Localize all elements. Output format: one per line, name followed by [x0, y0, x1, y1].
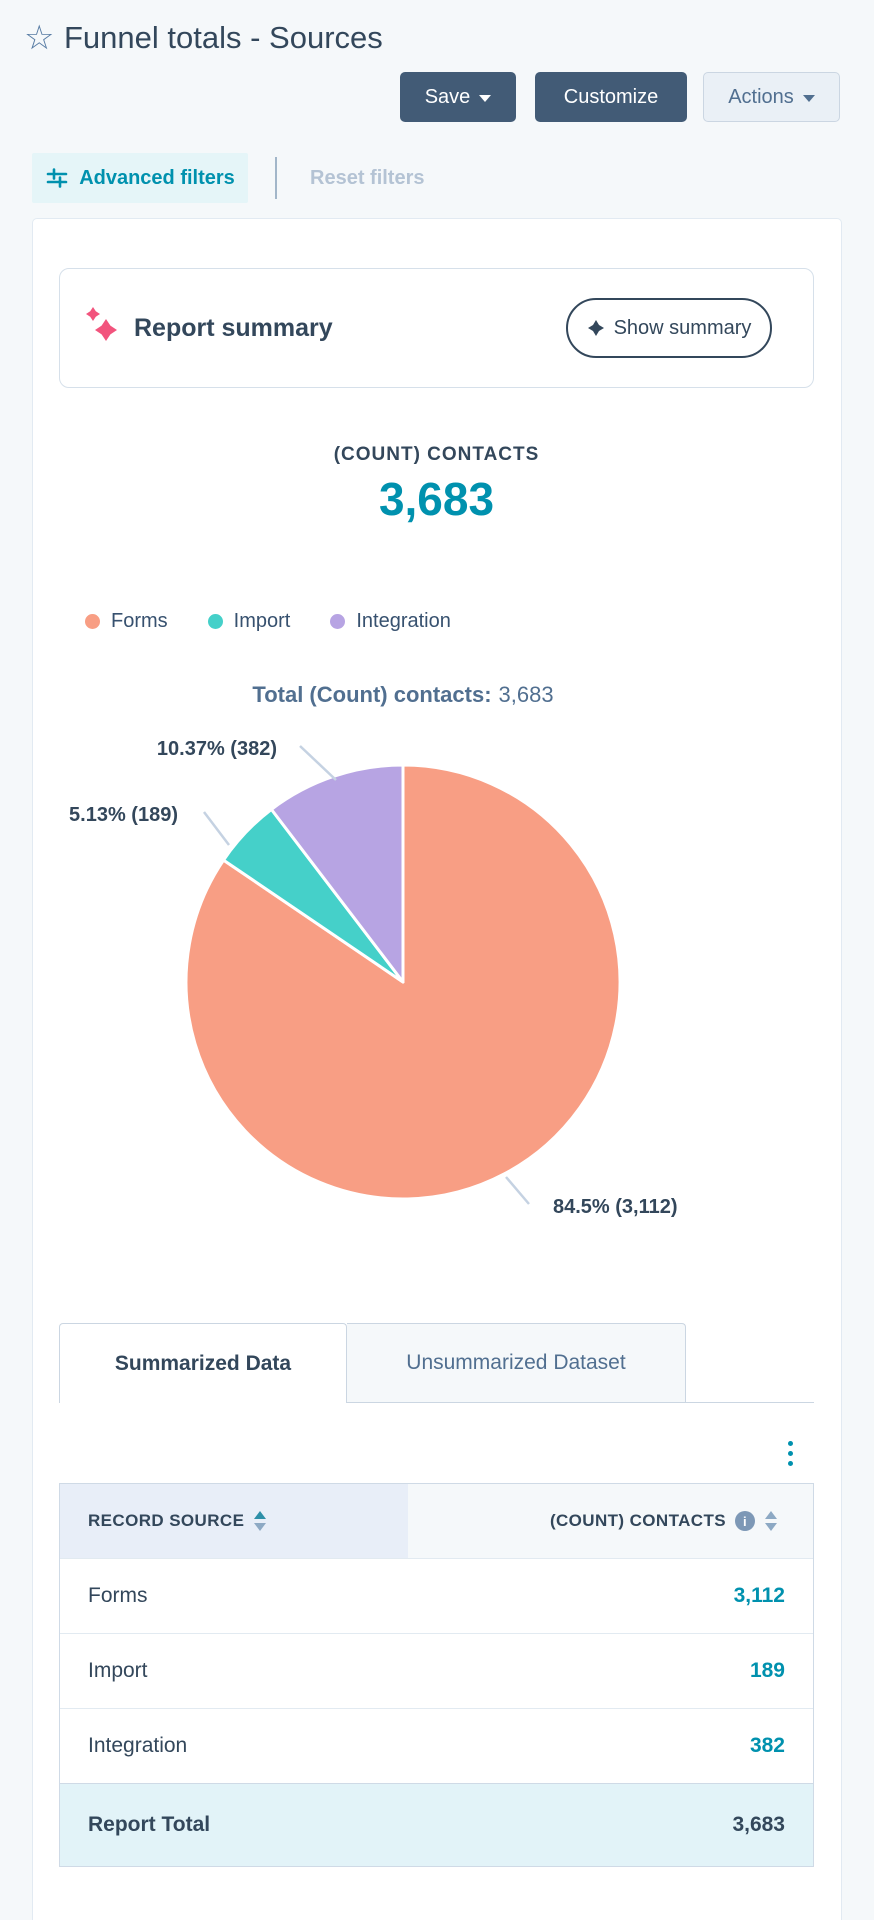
- metric-label: (COUNT) CONTACTS: [333, 444, 540, 465]
- pie-label-integration: 10.37% (382): [156, 738, 277, 760]
- row-count-value[interactable]: 3,112: [733, 1584, 785, 1607]
- row-source-label: Import: [88, 1659, 148, 1682]
- customize-button-label: Customize: [563, 85, 659, 108]
- sort-arrows-icon[interactable]: [254, 1511, 267, 1531]
- info-icon[interactable]: i: [735, 1511, 755, 1531]
- column-header-count-contacts[interactable]: (COUNT) CONTACTS i: [408, 1484, 813, 1558]
- customize-button[interactable]: Customize: [535, 72, 687, 122]
- table-header-row: RECORD SOURCE (COUNT) CONTACTS i: [60, 1484, 813, 1558]
- actions-button-label: Actions: [728, 85, 794, 108]
- row-source-label: Forms: [88, 1584, 148, 1607]
- tab-summarized-data-label: Summarized Data: [114, 1351, 292, 1375]
- sparkle-icon: [587, 320, 604, 336]
- column-header-record-source[interactable]: RECORD SOURCE: [60, 1484, 408, 1558]
- pie-chart-title: Total (Count) contacts: 3,683: [59, 682, 747, 708]
- filter-sliders-icon: [46, 168, 68, 188]
- row-count-value[interactable]: 189: [749, 1659, 785, 1682]
- legend-item-integration[interactable]: Integration: [330, 610, 451, 633]
- pie-label-import: 5.13% (189): [69, 804, 178, 826]
- chevron-down-icon: [479, 94, 492, 102]
- legend-label-forms: Forms: [111, 610, 168, 632]
- favorite-star-icon[interactable]: ☆: [24, 19, 55, 57]
- advanced-filters-label: Advanced filters: [79, 166, 235, 189]
- legend-dot-integration: [330, 614, 346, 629]
- save-button-label: Save: [424, 85, 471, 108]
- legend-label-import: Import: [233, 610, 291, 632]
- row-count-value[interactable]: 382: [749, 1734, 785, 1757]
- legend-dot-forms: [85, 614, 100, 629]
- total-row-value: 3,683: [732, 1813, 785, 1836]
- kebab-dot: [787, 1460, 793, 1466]
- page-title: Funnel totals - Sources: [64, 20, 383, 55]
- metric-value: 3,683: [378, 473, 495, 525]
- kebab-dot: [787, 1440, 793, 1446]
- summarized-data-table: RECORD SOURCE (COUNT) CONTACTS i Forms 3…: [59, 1483, 814, 1867]
- tab-unsummarized-dataset[interactable]: Unsummarized Dataset: [347, 1323, 686, 1402]
- ai-sparkles-icon: [86, 307, 117, 341]
- advanced-filters-button[interactable]: Advanced filters: [32, 153, 248, 203]
- divider: [275, 157, 277, 199]
- kebab-dot: [787, 1450, 793, 1456]
- column-header-count-contacts-label: (COUNT) CONTACTS: [549, 1511, 726, 1530]
- chart-legend: Forms Import Integration: [85, 610, 451, 633]
- table-options-kebab-menu[interactable]: [778, 1436, 802, 1470]
- show-summary-button[interactable]: Show summary: [566, 298, 772, 358]
- sort-arrows-icon[interactable]: [765, 1511, 777, 1531]
- show-summary-label: Show summary: [613, 316, 752, 339]
- column-header-record-source-label: RECORD SOURCE: [88, 1511, 245, 1530]
- reset-filters-label: Reset filters: [310, 166, 425, 189]
- table-row-report-total: Report Total 3,683: [60, 1783, 813, 1866]
- pie-chart-title-value: 3,683: [498, 682, 554, 707]
- report-summary-title: Report summary: [134, 313, 333, 342]
- chevron-down-icon: [802, 94, 815, 102]
- pie-label-forms: 84.5% (3,112): [553, 1196, 678, 1218]
- legend-dot-import: [207, 614, 223, 629]
- sort-desc-icon: [765, 1523, 777, 1531]
- table-row-import: Import 189: [60, 1633, 813, 1708]
- actions-button[interactable]: Actions: [703, 72, 840, 122]
- tab-summarized-data[interactable]: Summarized Data: [59, 1323, 347, 1403]
- reset-filters-button[interactable]: Reset filters: [300, 153, 435, 203]
- total-row-label: Report Total: [88, 1813, 211, 1836]
- table-row-forms: Forms 3,112: [60, 1558, 813, 1633]
- table-row-integration: Integration 382: [60, 1708, 813, 1783]
- legend-item-import[interactable]: Import: [207, 610, 291, 633]
- legend-item-forms[interactable]: Forms: [85, 610, 168, 633]
- save-button[interactable]: Save: [400, 72, 516, 122]
- sort-desc-icon: [254, 1523, 267, 1531]
- pie-chart-title-bold: Total (Count) contacts:: [252, 682, 492, 707]
- row-source-label: Integration: [88, 1734, 188, 1757]
- sort-asc-icon: [765, 1511, 777, 1519]
- sort-asc-icon: [254, 1511, 267, 1519]
- legend-label-integration: Integration: [356, 610, 451, 632]
- tab-underline: [346, 1402, 814, 1403]
- tab-unsummarized-dataset-label: Unsummarized Dataset: [406, 1351, 626, 1374]
